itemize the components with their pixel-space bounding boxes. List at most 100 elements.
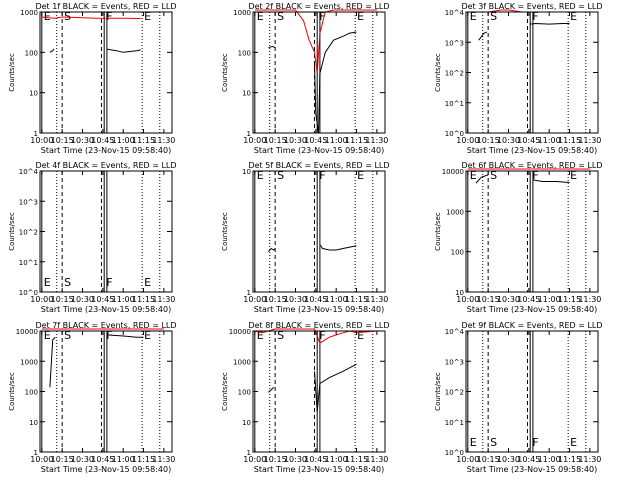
- event-marker-letter: S: [277, 169, 284, 182]
- y-tick-label: 10^1: [19, 259, 38, 267]
- chart-title: Det 8f BLACK = Events, RED = LLD: [248, 321, 389, 330]
- event-marker-letter: E: [357, 329, 364, 342]
- events-series-line: [478, 31, 487, 41]
- x-tick-label: 11:30: [152, 136, 175, 145]
- x-tick-label: 11:30: [578, 295, 601, 304]
- x-tick-label: 11:30: [578, 136, 601, 145]
- y-tick-label: 1: [247, 130, 251, 138]
- x-tick-label: 11:15: [558, 295, 581, 304]
- y-axis-label: Counts/sec: [434, 212, 442, 251]
- x-tick-label: 11:00: [325, 295, 348, 304]
- y-tick-label: 10^2: [445, 389, 464, 397]
- x-tick-label: 11:30: [578, 455, 601, 464]
- events-series-line: [106, 48, 141, 53]
- x-tick-label: 10:45: [304, 136, 327, 145]
- y-axis-label: Counts/sec: [434, 372, 442, 411]
- y-axis-label: Counts/sec: [8, 53, 16, 92]
- y-tick-label: 100: [451, 249, 464, 257]
- event-marker-letter: F: [532, 169, 538, 182]
- y-tick-label: 100: [238, 49, 251, 57]
- y-tick-label: 100: [25, 49, 38, 57]
- x-tick-label: 10:00: [30, 455, 53, 464]
- chart-title: Det 1f BLACK = Events, RED = LLD: [35, 2, 176, 11]
- x-tick-label: 11:00: [538, 136, 561, 145]
- event-marker-letter: S: [490, 10, 497, 23]
- y-tick-label: 10000: [16, 328, 38, 336]
- lld-series-line: [41, 16, 141, 19]
- event-marker-letter: E: [144, 329, 151, 342]
- y-tick-label: 10^2: [445, 70, 464, 78]
- plot-frame: [465, 11, 599, 134]
- plot-frame: [252, 11, 386, 134]
- x-tick-label: 10:30: [284, 295, 307, 304]
- event-marker-letter: E: [144, 10, 151, 23]
- x-axis-label: Start Time (23-Nov-15 09:58:40): [254, 146, 384, 155]
- x-tick-label: 11:30: [152, 455, 175, 464]
- event-marker-letter: E: [470, 436, 477, 449]
- events-series-line: [530, 22, 570, 25]
- event-marker-letter: E: [257, 10, 264, 23]
- x-tick-label: 10:00: [243, 455, 266, 464]
- x-tick-label: 11:15: [345, 136, 368, 145]
- x-tick-label: 11:30: [152, 295, 175, 304]
- x-tick-label: 10:15: [264, 136, 287, 145]
- chart-title: Det 3f BLACK = Events, RED = LLD: [461, 2, 602, 11]
- event-marker-letter: F: [106, 276, 112, 289]
- y-tick-label: 10^2: [19, 229, 38, 237]
- y-tick-label: 10: [242, 90, 251, 98]
- event-marker-letter: E: [44, 276, 51, 289]
- x-tick-label: 10:15: [477, 136, 500, 145]
- events-series-line: [319, 244, 357, 251]
- x-tick-label: 10:00: [456, 136, 479, 145]
- plot-frame: [39, 330, 173, 453]
- x-tick-label: 10:30: [497, 136, 520, 145]
- event-marker-letter: E: [570, 436, 577, 449]
- x-tick-label: 10:00: [456, 455, 479, 464]
- y-tick-label: 100: [25, 389, 38, 397]
- x-tick-label: 10:15: [477, 295, 500, 304]
- x-tick-label: 11:30: [365, 455, 388, 464]
- y-axis-label: Counts/sec: [8, 212, 16, 251]
- y-tick-label: 1000: [20, 358, 38, 366]
- events-series-line: [314, 31, 357, 134]
- event-marker-letter: E: [470, 169, 477, 182]
- events-series-line: [268, 45, 276, 49]
- x-tick-label: 10:15: [264, 295, 287, 304]
- x-tick-label: 11:15: [345, 455, 368, 464]
- y-axis-label: Counts/sec: [434, 53, 442, 92]
- x-axis-label: Start Time (23-Nov-15 09:58:40): [467, 305, 597, 314]
- x-axis-label: Start Time (23-Nov-15 09:58:40): [41, 465, 171, 474]
- y-tick-label: 10: [242, 168, 251, 176]
- event-marker-letter: E: [570, 169, 577, 182]
- x-tick-label: 11:30: [365, 136, 388, 145]
- event-marker-letter: E: [257, 329, 264, 342]
- x-tick-label: 10:45: [517, 136, 540, 145]
- x-tick-label: 11:15: [132, 295, 155, 304]
- x-tick-label: 10:45: [304, 455, 327, 464]
- x-tick-label: 10:15: [51, 295, 74, 304]
- x-tick-label: 10:45: [91, 455, 114, 464]
- x-tick-label: 10:30: [71, 455, 94, 464]
- y-axis-label: Counts/sec: [8, 372, 16, 411]
- y-tick-label: 10^3: [445, 358, 464, 366]
- event-marker-letter: S: [490, 436, 497, 449]
- x-tick-label: 11:15: [558, 455, 581, 464]
- x-tick-label: 10:30: [284, 455, 307, 464]
- y-tick-label: 1: [247, 289, 251, 297]
- x-tick-label: 11:15: [132, 455, 155, 464]
- y-tick-label: 10000: [229, 328, 251, 336]
- y-tick-label: 10^3: [445, 39, 464, 47]
- y-tick-label: 10: [29, 419, 38, 427]
- x-axis-label: Start Time (23-Nov-15 09:58:40): [467, 465, 597, 474]
- x-tick-label: 10:15: [264, 455, 287, 464]
- event-marker-letter: E: [470, 10, 477, 23]
- event-marker-letter: S: [490, 169, 497, 182]
- x-tick-label: 10:15: [477, 455, 500, 464]
- y-tick-label: 10^0: [445, 449, 464, 457]
